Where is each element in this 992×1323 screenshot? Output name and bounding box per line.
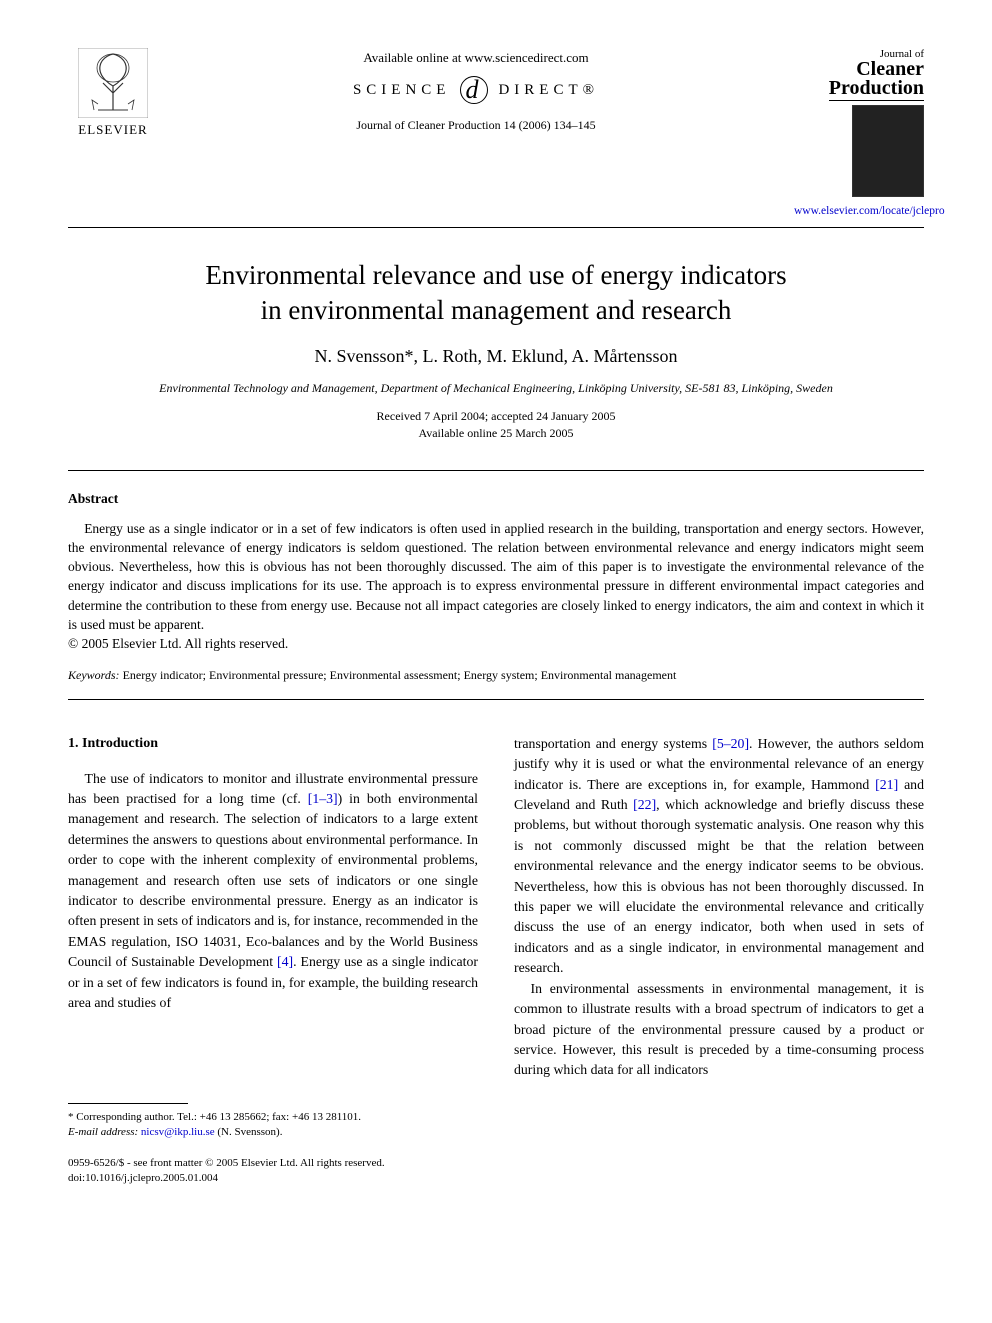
footnote-email-label: E-mail address: <box>68 1126 138 1138</box>
footnote-email-link[interactable]: nicsv@ikp.liu.se <box>141 1126 215 1138</box>
column-right: transportation and energy systems [5–20]… <box>514 734 924 1186</box>
footnote-email-line: E-mail address: nicsv@ikp.liu.se (N. Sve… <box>68 1125 478 1140</box>
ref-link-21[interactable]: [21] <box>875 777 898 792</box>
header-divider <box>68 227 924 228</box>
article-dates: Received 7 April 2004; accepted 24 Janua… <box>68 408 924 442</box>
jcp-production: Production <box>829 79 924 101</box>
journal-reference: Journal of Cleaner Production 14 (2006) … <box>158 118 794 133</box>
sd-left: SCIENCE <box>353 82 451 99</box>
issn-doi-block: 0959-6526/$ - see front matter © 2005 El… <box>68 1156 478 1186</box>
intro-paragraph-1: The use of indicators to monitor and ill… <box>68 769 478 1014</box>
affiliation: Environmental Technology and Management,… <box>68 381 924 396</box>
journal-url-link[interactable]: www.elsevier.com/locate/jclepro <box>794 205 945 217</box>
intro-paragraph-2: In environmental assessments in environm… <box>514 979 924 1081</box>
ref-link-1-3[interactable]: [1–3] <box>308 791 338 806</box>
elsevier-tree-icon <box>78 48 148 118</box>
dates-received: Received 7 April 2004; accepted 24 Janua… <box>377 409 616 423</box>
sciencedirect-logo: SCIENCE d DIRECT® <box>158 76 794 104</box>
p1r-text-a: transportation and energy systems <box>514 736 712 751</box>
publisher-logo: ELSEVIER <box>68 48 158 138</box>
section-1-heading: 1. Introduction <box>68 734 478 755</box>
footnote-contact: * Corresponding author. Tel.: +46 13 285… <box>68 1110 478 1125</box>
header-center: Available online at www.sciencedirect.co… <box>158 48 794 133</box>
abstract-body: Energy use as a single indicator or in a… <box>68 519 924 634</box>
keywords-text: Energy indicator; Environmental pressure… <box>120 668 677 682</box>
abstract-heading: Abstract <box>68 491 924 507</box>
ref-link-4[interactable]: [4] <box>277 954 293 969</box>
authors-line: N. Svensson*, L. Roth, M. Eklund, A. Mår… <box>68 346 924 367</box>
publisher-name: ELSEVIER <box>78 122 147 138</box>
article-title: Environmental relevance and use of energ… <box>68 258 924 328</box>
intro-paragraph-1-cont: transportation and energy systems [5–20]… <box>514 734 924 979</box>
dates-online: Available online 25 March 2005 <box>418 426 573 440</box>
title-line2: in environmental management and research <box>261 295 732 325</box>
keywords-line: Keywords: Energy indicator; Environmenta… <box>68 668 924 683</box>
column-left: 1. Introduction The use of indicators to… <box>68 734 478 1186</box>
ref-link-22[interactable]: [22] <box>633 797 656 812</box>
copyright-line: © 2005 Elsevier Ltd. All rights reserved… <box>68 636 924 652</box>
page-header: ELSEVIER Available online at www.science… <box>68 48 924 219</box>
journal-title-block: Journal of Cleaner Production <box>794 48 924 101</box>
ref-link-5-20[interactable]: [5–20] <box>712 736 749 751</box>
abstract-top-rule <box>68 470 924 471</box>
p1-text-b: ) in both environmental management and r… <box>68 791 478 969</box>
body-columns: 1. Introduction The use of indicators to… <box>68 734 924 1186</box>
abstract-bottom-rule <box>68 699 924 700</box>
sd-d-icon: d <box>460 76 488 104</box>
footnote-email-after: (N. Svensson). <box>215 1126 283 1138</box>
title-line1: Environmental relevance and use of energ… <box>205 260 786 290</box>
keywords-label: Keywords: <box>68 668 120 682</box>
footnote-rule <box>68 1103 188 1104</box>
issn-line: 0959-6526/$ - see front matter © 2005 El… <box>68 1156 478 1171</box>
sd-right: DIRECT® <box>498 82 599 99</box>
available-online-text: Available online at www.sciencedirect.co… <box>158 50 794 66</box>
p1r-text-d: , which acknowledge and briefly discuss … <box>514 797 924 975</box>
journal-logo-block: Journal of Cleaner Production www.elsevi… <box>794 48 924 219</box>
doi-line: doi:10.1016/j.jclepro.2005.01.004 <box>68 1171 478 1186</box>
corresponding-author-footnote: * Corresponding author. Tel.: +46 13 285… <box>68 1110 478 1140</box>
journal-cover-thumbnail-icon <box>852 105 924 197</box>
